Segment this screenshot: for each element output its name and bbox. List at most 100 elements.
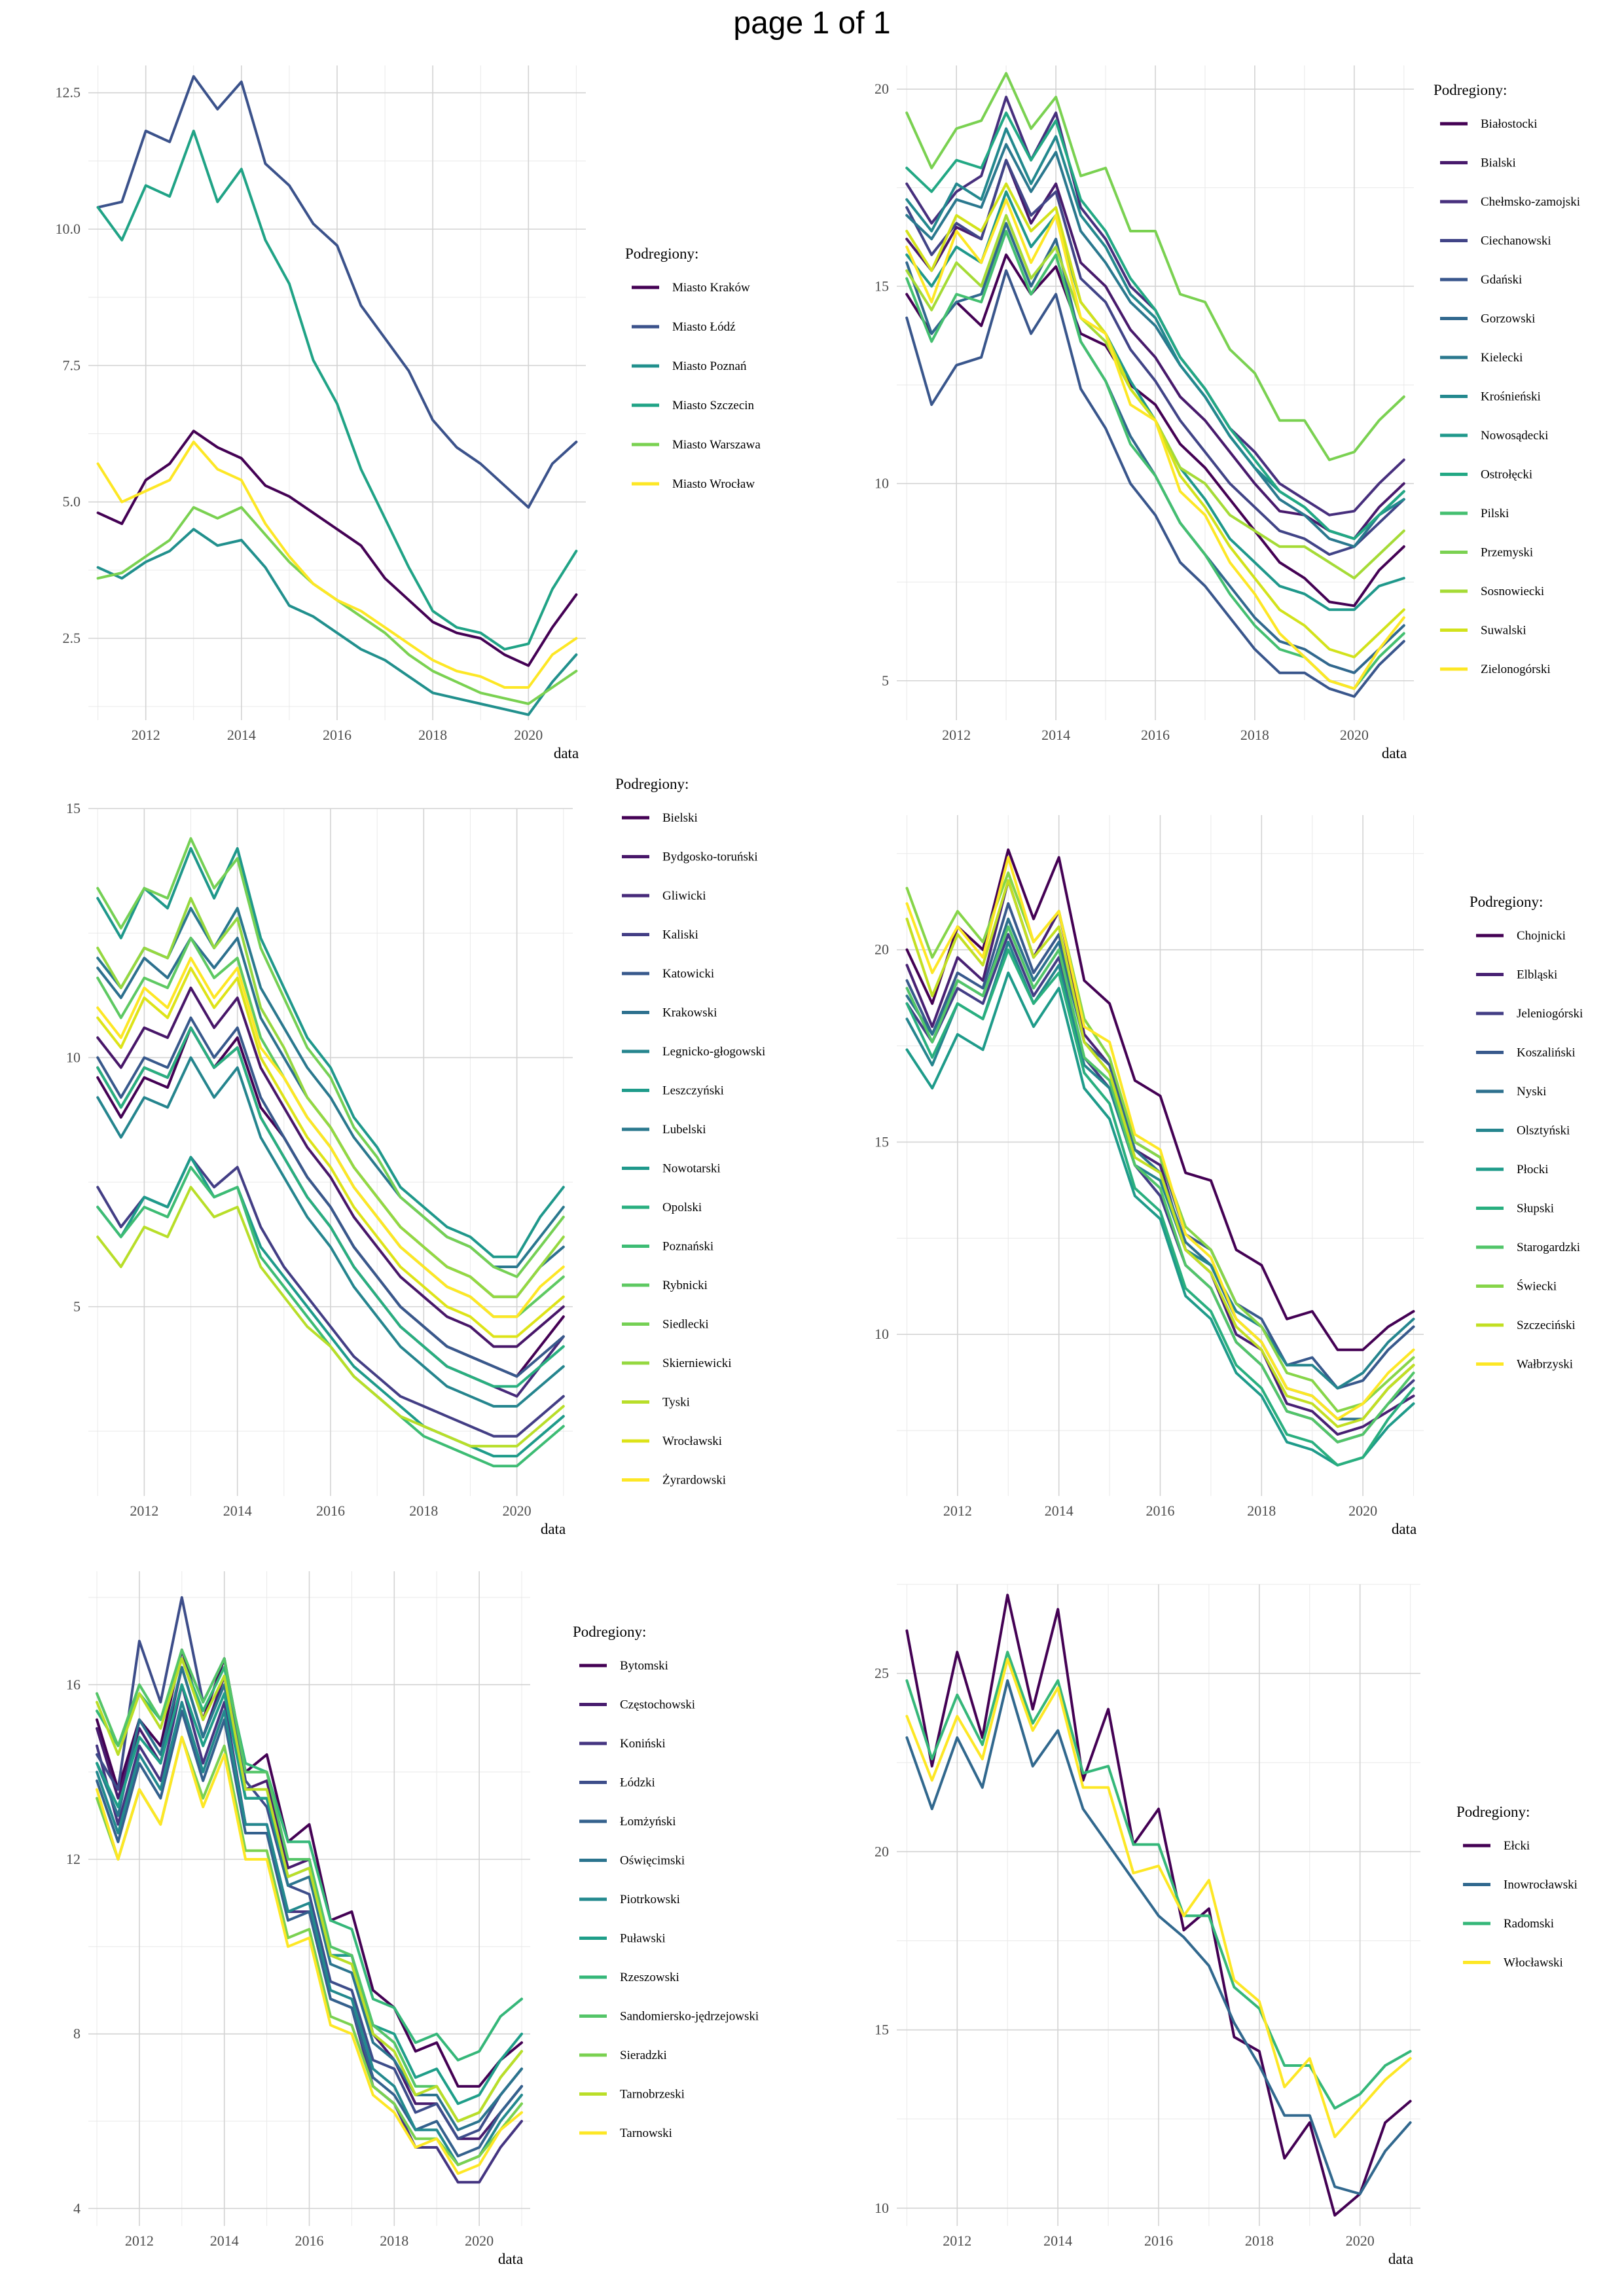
legend: Podregiony: Bielski Bydgosko-toruński Gliwi… bbox=[615, 776, 765, 1487]
x-tick-label: 2014 bbox=[1041, 727, 1070, 743]
legend-label: Sieradzki bbox=[620, 2049, 667, 2062]
legend-label: Sandomiersko-jędrzejowski bbox=[620, 2010, 759, 2024]
legend-label: Gdański bbox=[1481, 273, 1522, 287]
series-line bbox=[96, 1016, 565, 1378]
legend-label: Ełcki bbox=[1504, 1839, 1530, 1853]
y-tick-label: 15 bbox=[875, 1133, 889, 1150]
legend-label: Elbląski bbox=[1517, 968, 1557, 982]
legend-label: Tarnobrzeski bbox=[620, 2088, 685, 2102]
x-tick-label: 2014 bbox=[1043, 2232, 1072, 2249]
legend-label: Koniński bbox=[620, 1737, 666, 1751]
legend-label: Rybnicki bbox=[662, 1279, 708, 1292]
x-tick-label: 2014 bbox=[223, 1503, 252, 1519]
x-tick-label: 2018 bbox=[380, 2232, 408, 2249]
panel-6: 2012 2014 2016 2018 2020 10 15 20 25 data Podregio… bbox=[875, 1584, 1578, 2267]
legend-label: Tyski bbox=[662, 1396, 690, 1410]
legend-title: Podregiony: bbox=[625, 246, 698, 262]
legend-label: Bialski bbox=[1481, 156, 1516, 170]
legend-label: Jeleniogórski bbox=[1517, 1007, 1583, 1021]
series-line bbox=[905, 198, 1405, 690]
legend-label: Nyski bbox=[1517, 1085, 1546, 1099]
legend-label: Żyrardowski bbox=[662, 1474, 726, 1487]
y-tick-label: 20 bbox=[875, 941, 889, 958]
legend-label: Miasto Poznań bbox=[672, 359, 747, 373]
x-tick-label: 2020 bbox=[1340, 727, 1369, 743]
legend-label: Radomski bbox=[1504, 1917, 1554, 1931]
legend-label: Bytomski bbox=[620, 1659, 668, 1673]
y-tick-label: 15 bbox=[875, 2022, 889, 2038]
x-tick-label: 2012 bbox=[125, 2232, 154, 2249]
y-tick-label: 20 bbox=[875, 81, 889, 97]
legend-label: Bydgosko-toruński bbox=[662, 850, 758, 864]
series-line bbox=[905, 879, 1415, 1429]
series-line bbox=[96, 75, 578, 509]
x-tick-label: 2012 bbox=[942, 727, 971, 743]
legend-label: Inowrocławski bbox=[1504, 1878, 1578, 1892]
y-tick-label: 5.0 bbox=[63, 494, 81, 510]
y-tick-label: 15 bbox=[66, 800, 81, 816]
y-tick-label: 12 bbox=[66, 1851, 81, 1867]
y-tick-label: 8 bbox=[73, 2026, 81, 2042]
x-axis-title: data bbox=[541, 1521, 566, 1537]
legend-label: Nowosądecki bbox=[1481, 429, 1548, 443]
page-title: page 1 of 1 bbox=[733, 6, 891, 41]
legend-label: Oświęcimski bbox=[620, 1854, 685, 1868]
y-tick-label: 10 bbox=[875, 1326, 889, 1342]
series-line bbox=[96, 1657, 523, 2123]
x-tick-label: 2012 bbox=[943, 1503, 972, 1519]
panel-1: 2012 2014 2016 2018 2020 2.5 5.0 7.5 10.0 12.5 dat… bbox=[56, 65, 761, 761]
series-line bbox=[905, 948, 1415, 1467]
legend: Podregiony: Bytomski Częstochowski Koniński… bbox=[573, 1624, 759, 2140]
series-line bbox=[96, 837, 565, 1279]
x-tick-label: 2018 bbox=[1240, 727, 1269, 743]
x-tick-label: 2020 bbox=[503, 1503, 532, 1519]
legend-label: Koszaliński bbox=[1517, 1046, 1576, 1060]
series-line bbox=[96, 1026, 565, 1388]
x-axis-title: data bbox=[1388, 2251, 1413, 2267]
legend-label: Lubelski bbox=[662, 1123, 706, 1137]
legend-label: Miasto Kraków bbox=[672, 281, 750, 295]
legend-label: Krośnieński bbox=[1481, 390, 1541, 404]
x-tick-label: 2012 bbox=[943, 2232, 971, 2249]
legend-label: Wrocławski bbox=[662, 1434, 722, 1448]
series-line bbox=[905, 1650, 1412, 2110]
legend-label: Gliwicki bbox=[662, 889, 706, 903]
series-line bbox=[905, 971, 1415, 1467]
x-axis-title: data bbox=[554, 745, 579, 761]
x-tick-label: 2016 bbox=[295, 2232, 324, 2249]
legend-label: Legnicko-głogowski bbox=[662, 1045, 765, 1059]
legend-label: Łódzki bbox=[620, 1776, 655, 1790]
legend: Podregiony: Miasto Kraków Miasto Łódź Miast… bbox=[625, 246, 761, 491]
x-tick-label: 2016 bbox=[1144, 2232, 1173, 2249]
x-tick-label: 2018 bbox=[1247, 1503, 1276, 1519]
x-tick-label: 2018 bbox=[418, 727, 447, 743]
series-line bbox=[96, 1709, 523, 2158]
legend-label: Kielecki bbox=[1481, 351, 1523, 365]
legend-label: Opolski bbox=[662, 1201, 702, 1214]
legend-label: Kaliski bbox=[662, 928, 698, 942]
series-line bbox=[905, 111, 1405, 540]
panel-4: 2012 2014 2016 2018 2020 10 15 20 data Podregiony… bbox=[875, 815, 1583, 1537]
series-line bbox=[96, 130, 578, 651]
legend-label: Rzeszowski bbox=[620, 1971, 679, 1984]
panel-5: 2012 2014 2016 2018 2020 4 8 12 16 data Podregiony… bbox=[66, 1571, 759, 2267]
legend-label: Ostrołęcki bbox=[1481, 468, 1532, 482]
series-line bbox=[96, 1736, 523, 2175]
legend-label: Częstochowski bbox=[620, 1698, 695, 1712]
legend: Podregiony: Chojnicki Elbląski Jeleniogórsk… bbox=[1470, 894, 1583, 1372]
y-tick-label: 25 bbox=[875, 1665, 889, 1681]
legend-label: Słupski bbox=[1517, 1202, 1554, 1216]
series-line bbox=[96, 957, 565, 1319]
y-tick-label: 20 bbox=[875, 1843, 889, 1859]
series-line bbox=[905, 269, 1405, 698]
legend-label: Starogardzki bbox=[1517, 1241, 1580, 1254]
series-line bbox=[96, 986, 565, 1348]
legend-title: Podregiony: bbox=[1470, 894, 1543, 910]
series-line bbox=[905, 143, 1405, 548]
legend-title: Podregiony: bbox=[1456, 1804, 1530, 1820]
series-line bbox=[905, 253, 1405, 608]
series-line bbox=[96, 1056, 565, 1408]
series-line bbox=[96, 1156, 565, 1458]
y-tick-label: 2.5 bbox=[63, 630, 81, 646]
series-line bbox=[96, 441, 578, 689]
